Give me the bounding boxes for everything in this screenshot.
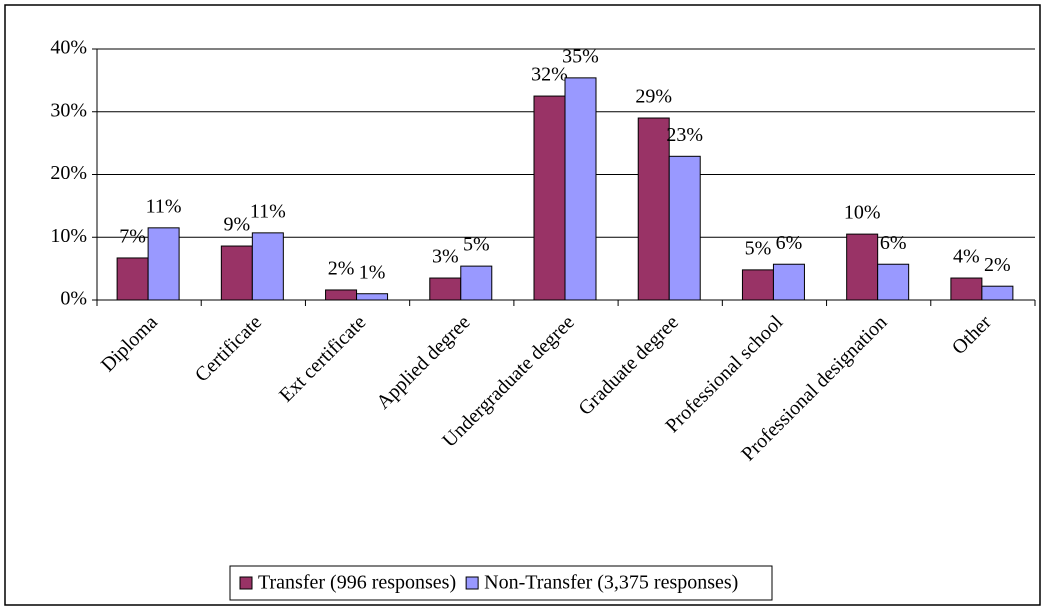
bar: [877, 263, 910, 301]
data-label: 4%: [953, 246, 980, 268]
data-label: 11%: [250, 200, 286, 222]
legend-swatch: [239, 576, 253, 590]
bar: [741, 269, 774, 301]
bar: [429, 277, 462, 301]
data-label: 5%: [463, 234, 490, 256]
y-tick-label: 40%: [50, 37, 87, 59]
bar: [220, 245, 253, 301]
data-label: 6%: [776, 232, 803, 254]
data-label: 11%: [146, 195, 182, 217]
y-tick-label: 30%: [50, 99, 87, 121]
bar: [564, 77, 597, 301]
data-label: 35%: [562, 45, 599, 67]
bar: [147, 227, 180, 301]
data-label: 2%: [328, 258, 355, 280]
y-tick-label: 10%: [50, 225, 87, 247]
bar: [772, 263, 805, 301]
bar: [668, 155, 701, 301]
data-label: 10%: [844, 202, 881, 224]
bar: [460, 265, 493, 301]
y-tick-label: 0%: [60, 288, 87, 310]
data-label: 6%: [880, 232, 907, 254]
data-label: 29%: [635, 86, 672, 108]
data-label: 1%: [359, 261, 386, 283]
data-label: 2%: [984, 254, 1011, 276]
legend-label: Transfer (996 responses): [258, 572, 456, 594]
legend-label: Non-Transfer (3,375 responses): [484, 572, 738, 594]
data-label: 7%: [119, 226, 146, 248]
bar: [533, 95, 566, 301]
bar: [981, 285, 1014, 301]
bar: [325, 289, 358, 301]
y-tick-label: 20%: [50, 162, 87, 184]
bar: [356, 293, 389, 301]
bar: [116, 257, 149, 301]
legend-box: [229, 565, 773, 601]
data-label: 23%: [666, 124, 703, 146]
data-label: 5%: [745, 237, 772, 259]
bar: [251, 232, 284, 301]
data-label: 3%: [432, 246, 459, 268]
legend-swatch: [465, 576, 479, 590]
bar: [950, 277, 983, 301]
chart-border: [4, 4, 1041, 606]
bar: [637, 117, 670, 301]
data-label: 32%: [531, 64, 568, 86]
data-label: 9%: [223, 214, 250, 236]
bar: [846, 233, 879, 301]
